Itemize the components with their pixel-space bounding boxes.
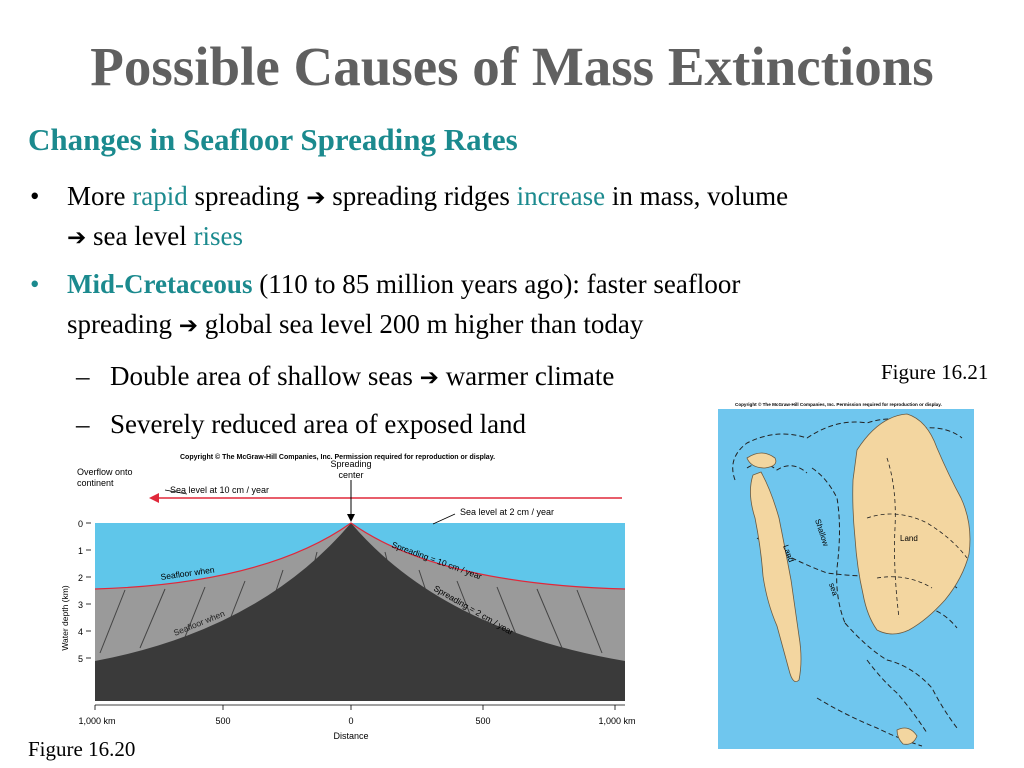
sub-bullet-dash: –	[76, 361, 90, 391]
bullet-line: spreading ➔ global sea level 200 m highe…	[67, 304, 643, 346]
arrow-icon: ➔	[306, 185, 326, 211]
land-east-label: Land	[900, 534, 918, 543]
copyright-text: Copyright © The McGraw-Hill Companies, I…	[180, 453, 495, 461]
bullet-line: ➔ sea level rises	[67, 216, 243, 258]
x-axis-ticks	[94, 705, 616, 710]
spreading-center-label: Spreading	[330, 459, 371, 469]
x-axis: 1,000 km 500 0 500 1,000 km	[78, 716, 635, 726]
text-run: Double area of shallow seas	[110, 361, 420, 391]
text-run: More	[67, 181, 133, 211]
overflow-label: Overflow onto	[77, 467, 133, 477]
highlight-rapid: rapid	[132, 181, 188, 211]
y-tick-label: 2	[78, 573, 83, 583]
overflow-label: continent	[77, 478, 114, 488]
arrow-icon: ➔	[67, 225, 87, 251]
y-tick-label: 5	[78, 654, 83, 664]
figure-cretaceous-map: Copyright © The McGraw-Hill Companies, I…	[717, 398, 975, 750]
arrowhead-icon	[347, 514, 355, 522]
slow-label-pointer	[432, 513, 456, 525]
highlight-mid-cretaceous: Mid-Cretaceous	[67, 269, 253, 299]
land-small-island	[746, 452, 777, 469]
land-west	[750, 471, 802, 683]
y-axis-label: Water depth (km)	[60, 585, 70, 651]
x-tick-label: 0	[348, 716, 353, 726]
text-run: in mass, volume	[605, 181, 789, 211]
text-run: (110 to 85 million years ago): faster se…	[252, 269, 741, 299]
sea-level-slow-label: Sea level at 2 cm / year	[460, 507, 554, 517]
bullet-marker: •	[30, 269, 40, 299]
highlight-increase: increase	[516, 181, 606, 211]
seafloor-hatching	[99, 551, 603, 654]
x-axis-label: Distance	[333, 731, 368, 741]
x-tick-label: 500	[475, 716, 490, 726]
y-tick-label: 1	[78, 546, 83, 556]
text-run: spreading	[187, 181, 307, 211]
sea-label: sea	[827, 582, 840, 598]
y-tick-label: 0	[78, 519, 83, 529]
bullet-line: More rapid spreading ➔ spreading ridges …	[67, 176, 788, 218]
x-tick-label: 500	[215, 716, 230, 726]
highlight-rises: rises	[193, 221, 243, 251]
sub-bullet-text: Double area of shallow seas ➔ warmer cli…	[110, 356, 614, 398]
text-run: warmer climate	[438, 361, 615, 391]
sub-bullet-text: Severely reduced area of exposed land	[110, 409, 527, 439]
seafloor-fast-ridge	[95, 523, 625, 701]
land-south-tip	[896, 727, 918, 745]
bullet-marker: •	[30, 181, 40, 211]
sea-level-slow-line	[94, 522, 626, 590]
y-axis-ticks	[86, 522, 91, 659]
sea-level-fast-label: Sea level at 10 cm / year	[170, 485, 269, 495]
land-northeast	[852, 413, 971, 635]
bullet-line: Mid-Cretaceous (110 to 85 million years …	[67, 264, 740, 304]
figure-caption-profile: Figure 16.20	[28, 737, 136, 761]
fast-label-pointer	[164, 489, 188, 495]
x-tick-label: 1,000 km	[78, 716, 115, 726]
sub-bullet-dash: –	[76, 409, 90, 439]
y-axis: 0 1 2 3 4 5	[78, 519, 83, 664]
slide-title: Possible Causes of Mass Extinctions	[90, 36, 934, 97]
arrowhead-icon	[149, 493, 159, 503]
arrow-icon: ➔	[178, 313, 198, 339]
slide-subtitle: Changes in Seafloor Spreading Rates	[28, 122, 518, 157]
arrow-icon: ➔	[419, 365, 439, 391]
text-run: sea level	[86, 221, 194, 251]
text-run: spreading	[67, 309, 179, 339]
x-tick-label: 1,000 km	[598, 716, 635, 726]
text-run: spreading ridges	[325, 181, 517, 211]
y-tick-label: 3	[78, 600, 83, 610]
copyright-text: Copyright © The McGraw-Hill Companies, I…	[735, 401, 942, 407]
figure-caption-map: Figure 16.21	[881, 360, 989, 384]
figure-seafloor-profile: Copyright © The McGraw-Hill Companies, I…	[60, 453, 636, 741]
border-lines	[866, 457, 968, 619]
spreading-center-label: center	[338, 470, 363, 480]
text-run: global sea level 200 m higher than today	[198, 309, 644, 339]
y-tick-label: 4	[78, 627, 83, 637]
